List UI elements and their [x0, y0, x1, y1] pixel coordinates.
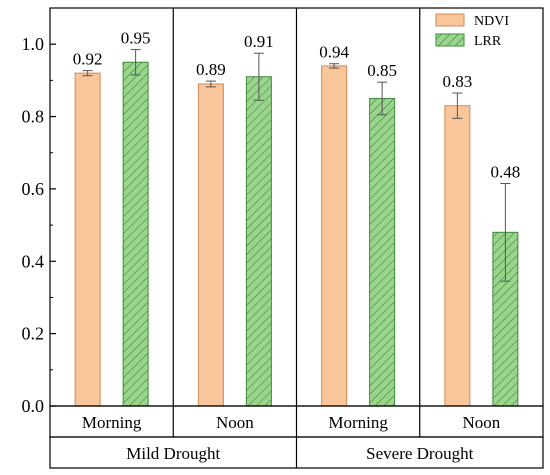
bar-lrr-0 [122, 61, 149, 407]
category-label-0: Morning [82, 413, 142, 432]
legend-label-lrr: LRR [474, 34, 502, 49]
data-label-ndvi-1: 0.89 [196, 60, 226, 79]
y-tick-label: 0.2 [22, 324, 45, 344]
data-label-ndvi-2: 0.94 [319, 43, 349, 62]
error-bar-ndvi-1 [205, 80, 216, 88]
bar-lrr-1 [245, 76, 272, 407]
error-bar-lrr-3 [500, 182, 511, 282]
data-label-ndvi-3: 0.83 [443, 72, 473, 91]
error-bar-lrr-0 [130, 49, 141, 76]
bar-ndvi-3 [444, 105, 471, 407]
error-bar-lrr-2 [377, 81, 388, 116]
bar-ndvi-1 [197, 83, 224, 407]
data-label-ndvi-0: 0.92 [73, 50, 103, 69]
legend-swatch-ndvi [435, 13, 465, 27]
legend-swatch-lrr [435, 33, 465, 47]
error-bar-ndvi-2 [329, 63, 340, 69]
error-bar-lrr-1 [253, 52, 264, 101]
group-label-1: Severe Drought [366, 444, 473, 463]
legend-label-ndvi: NDVI [474, 14, 509, 29]
category-label-1: Noon [216, 413, 254, 432]
data-label-lrr-1: 0.91 [244, 32, 274, 51]
y-tick-label: 0.8 [22, 107, 45, 127]
group-label-0: Mild Drought [126, 444, 220, 463]
data-label-lrr-3: 0.48 [491, 162, 521, 181]
bar-ndvi-0 [74, 72, 101, 407]
y-tick-label: 1.0 [22, 34, 45, 54]
error-bar-ndvi-3 [452, 92, 463, 119]
y-tick-label: 0.0 [22, 396, 45, 416]
y-tick-label: 0.4 [22, 251, 45, 271]
bar-lrr-2 [369, 97, 396, 407]
category-label-3: Noon [462, 413, 500, 432]
data-label-lrr-0: 0.95 [121, 29, 151, 48]
bar-ndvi-2 [321, 65, 348, 407]
legend: NDVI LRR [435, 13, 509, 49]
y-tick-label: 0.6 [22, 179, 45, 199]
error-bar-ndvi-0 [82, 70, 93, 77]
category-label-2: Morning [328, 413, 388, 432]
data-label-lrr-2: 0.85 [367, 61, 397, 80]
plot-area: 0.92 0.89 0.94 0.83 0.95 0.91 0.85 0.48 [73, 29, 521, 407]
axes: 0.0 0.2 0.4 0.6 0.8 1.0 Morning Noon Morning Noon… [22, 7, 544, 469]
